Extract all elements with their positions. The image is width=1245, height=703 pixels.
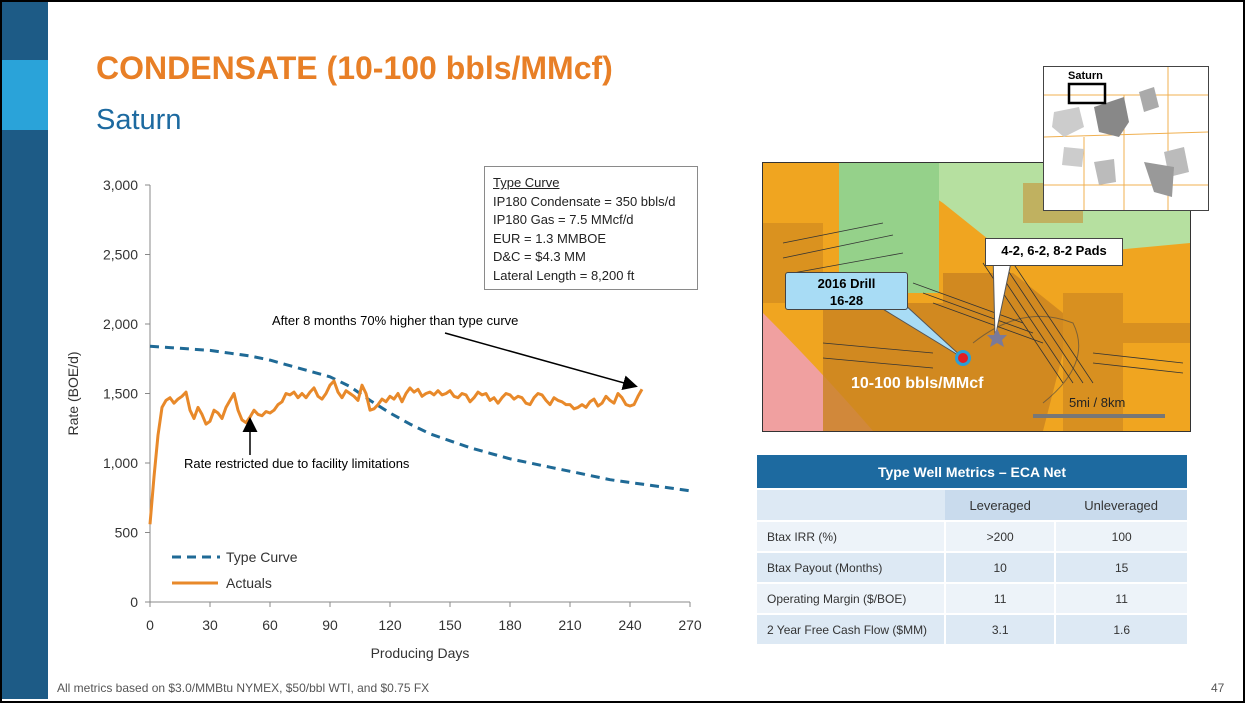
- chart-legend: Type Curve Actuals: [172, 544, 298, 596]
- row-label: Btax IRR (%): [757, 520, 945, 552]
- type-curve-line: D&C = $4.3 MM: [493, 249, 586, 264]
- production-chart: 0 500 1,000 1,500 2,000 2,500 3,000 0 30 60 90 120 1…: [65, 177, 702, 661]
- y-tick-label: 2,000: [103, 316, 138, 332]
- cell-unleveraged: 1.6: [1054, 613, 1187, 644]
- cell-unleveraged: 15: [1054, 551, 1187, 583]
- metrics-col-header: Leveraged: [945, 488, 1056, 521]
- x-axis-label: Producing Days: [371, 645, 470, 661]
- type-curve-line: IP180 Condensate = 350 bbls/d: [493, 193, 676, 209]
- y-tick-label: 1,000: [103, 455, 138, 471]
- legend-label: Actuals: [226, 575, 272, 591]
- series-line-actuals: [148, 379, 644, 525]
- legend-item-actuals: Actuals: [172, 570, 298, 596]
- callout-drill-line: 2016 Drill: [817, 276, 876, 291]
- type-curve-line: Lateral Length = 8,200 ft: [493, 267, 635, 283]
- cell-leveraged: 10: [943, 551, 1056, 583]
- type-curve-box: Type Curve IP180 Condensate = 350 bbls/d…: [484, 166, 698, 290]
- x-tick-label: 90: [322, 617, 338, 633]
- callout-2016-drill: 2016 Drill 16-28: [785, 272, 908, 310]
- legend-swatch-solid: [172, 581, 218, 585]
- y-tick-label: 1,500: [103, 386, 138, 402]
- left-brand-bar: [2, 2, 48, 699]
- y-axis-label: Rate (BOE/d): [65, 351, 81, 435]
- page-number: 47: [1211, 681, 1225, 695]
- table-row: Operating Margin ($/BOE) 11 11: [757, 582, 1187, 614]
- cell-leveraged: >200: [943, 520, 1056, 552]
- map-zone-label: 10-100 bbls/MMcf: [851, 375, 984, 392]
- table-row: Btax Payout (Months) 10 15: [757, 551, 1187, 583]
- legend-swatch-dashed: [172, 555, 220, 559]
- metrics-header-empty: [757, 488, 945, 521]
- legend-item-type-curve: Type Curve: [172, 544, 298, 570]
- annotation-arrow-higher: [444, 332, 638, 390]
- legend-label: Type Curve: [226, 549, 298, 565]
- slide-subtitle: Saturn: [96, 104, 182, 136]
- callout-pads: 4-2, 6-2, 8-2 Pads: [985, 238, 1123, 266]
- metrics-table: Type Well Metrics – ECA Net Leveraged Un…: [757, 455, 1187, 644]
- map-scale-label: 5mi / 8km: [1069, 395, 1126, 410]
- footer-note: All metrics based on $3.0/MMBtu NYMEX, $…: [57, 681, 430, 695]
- x-tick-label: 0: [146, 617, 154, 633]
- x-tick-label: 270: [678, 617, 702, 633]
- x-tick-label: 150: [438, 617, 462, 633]
- annotation-restricted: Rate restricted due to facility limitati…: [184, 456, 410, 471]
- row-label: Operating Margin ($/BOE): [757, 582, 945, 614]
- y-tick-label: 0: [130, 594, 138, 610]
- metrics-col-header: Unleveraged: [1055, 488, 1187, 521]
- inset-map-graphic: [1044, 67, 1208, 210]
- type-curve-line: EUR = 1.3 MMBOE: [493, 230, 607, 246]
- y-tick-label: 3,000: [103, 177, 138, 193]
- x-tick-label: 210: [558, 617, 582, 633]
- table-row: 2 Year Free Cash Flow ($MM) 3.1 1.6: [757, 613, 1187, 644]
- x-tick-label: 120: [378, 617, 402, 633]
- left-bar-accent: [2, 60, 48, 130]
- cell-leveraged: 11: [943, 582, 1056, 614]
- callout-drill-line: 16-28: [829, 293, 864, 308]
- cell-leveraged: 3.1: [943, 613, 1056, 644]
- x-tick-label: 180: [498, 617, 522, 633]
- metrics-table-title: Type Well Metrics – ECA Net: [757, 455, 1187, 489]
- cell-unleveraged: 100: [1054, 520, 1187, 552]
- inset-map: Saturn: [1043, 66, 1209, 211]
- table-row: Btax IRR (%) >200 100: [757, 520, 1187, 552]
- row-label: Btax Payout (Months): [757, 551, 945, 583]
- annotation-higher: After 8 months 70% higher than type curv…: [272, 313, 519, 328]
- y-tick-label: 500: [115, 525, 139, 541]
- inset-label: Saturn: [1068, 70, 1103, 82]
- x-tick-label: 30: [202, 617, 218, 633]
- x-tick-label: 240: [618, 617, 642, 633]
- series-line-type-curve: [149, 344, 691, 493]
- cell-unleveraged: 11: [1054, 582, 1187, 614]
- y-tick-label: 2,500: [103, 247, 138, 263]
- slide-title: CONDENSATE (10-100 bbls/MMcf): [96, 50, 613, 86]
- type-curve-line: IP180 Gas = 7.5 MMcf/d: [493, 212, 634, 227]
- row-label: 2 Year Free Cash Flow ($MM): [757, 613, 945, 644]
- x-tick-label: 60: [262, 617, 278, 633]
- type-curve-heading: Type Curve: [493, 175, 560, 190]
